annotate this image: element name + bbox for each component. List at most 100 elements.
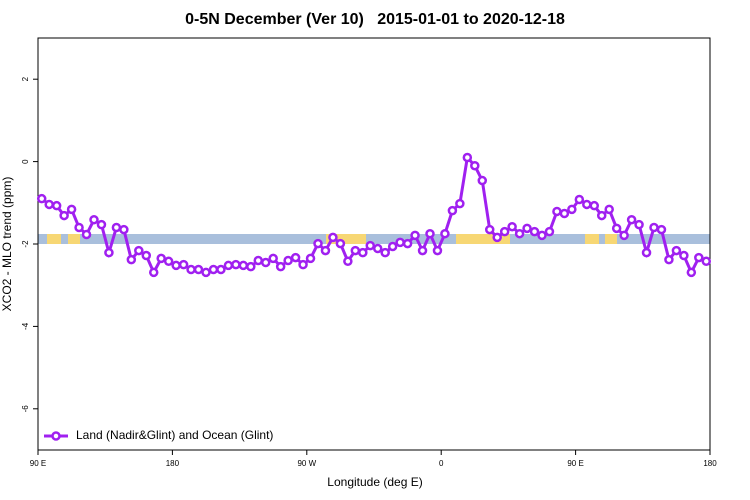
ocean-band <box>38 234 710 244</box>
point <box>484 224 495 235</box>
x-tick-label: 90 W <box>297 459 316 468</box>
y-tick-label: -4 <box>21 322 30 330</box>
point <box>455 198 465 209</box>
point <box>328 232 338 243</box>
point <box>148 267 159 278</box>
point <box>432 245 443 256</box>
point <box>380 247 390 258</box>
point <box>163 256 174 267</box>
land-band <box>456 234 510 244</box>
y-axis-label: XCO2 - MLO trend (ppm) <box>0 177 14 312</box>
x-tick-label: 90 E <box>30 459 46 468</box>
point <box>641 247 652 258</box>
chart-title: 0-5N December (Ver 10) 2015-01-01 to 202… <box>185 11 565 28</box>
land-band <box>605 234 617 244</box>
point <box>596 210 607 221</box>
point <box>253 255 264 266</box>
point <box>156 253 166 264</box>
point <box>350 245 361 256</box>
land-band <box>585 234 599 244</box>
point <box>51 200 62 211</box>
point <box>514 228 525 239</box>
point <box>335 238 346 249</box>
point <box>656 224 667 235</box>
point <box>492 232 502 243</box>
point <box>313 238 323 249</box>
point <box>507 221 517 232</box>
point <box>552 206 562 217</box>
point <box>320 245 331 256</box>
point <box>410 230 420 241</box>
point <box>425 228 435 239</box>
point <box>537 230 547 241</box>
point <box>119 224 129 235</box>
point <box>611 223 622 234</box>
point <box>470 160 480 171</box>
point <box>66 204 77 215</box>
point <box>44 199 54 210</box>
point <box>223 260 234 271</box>
point <box>544 226 555 237</box>
point <box>634 219 644 230</box>
land-band <box>47 234 61 244</box>
point <box>298 259 308 270</box>
point <box>679 250 689 261</box>
point <box>387 241 398 252</box>
point <box>604 204 614 215</box>
point <box>440 228 450 239</box>
point <box>268 253 278 264</box>
land-band <box>68 234 80 244</box>
surface-band <box>38 234 710 244</box>
point <box>74 222 84 233</box>
legend-label: Land (Nadir&Glint) and Ocean (Glint) <box>76 428 273 442</box>
point <box>574 194 585 205</box>
land-band <box>326 234 366 244</box>
point <box>96 219 107 230</box>
y-tick-label: 0 <box>21 159 30 164</box>
point <box>567 204 577 215</box>
point <box>104 247 114 258</box>
x-tick-label: 180 <box>166 459 180 468</box>
y-tick-label: -6 <box>21 405 30 413</box>
point <box>201 267 211 278</box>
point <box>193 264 204 275</box>
point <box>208 264 219 275</box>
point <box>89 214 99 225</box>
point <box>126 254 137 265</box>
point <box>619 230 629 241</box>
point <box>447 205 458 216</box>
point <box>231 259 241 270</box>
point <box>343 256 353 267</box>
point <box>134 245 144 256</box>
point <box>626 214 637 225</box>
point <box>395 237 405 248</box>
point <box>111 222 122 233</box>
point <box>671 245 682 256</box>
point <box>238 260 249 271</box>
point <box>499 226 510 237</box>
x-tick-label: 180 <box>703 459 717 468</box>
point <box>589 200 600 211</box>
point <box>649 222 659 233</box>
legend-marker <box>51 431 61 441</box>
point <box>290 252 301 263</box>
point <box>358 247 368 258</box>
point <box>417 245 428 256</box>
point <box>529 226 540 237</box>
point <box>186 264 196 275</box>
point <box>686 267 697 278</box>
y-tick-label: 2 <box>21 76 30 81</box>
x-tick-label: 0 <box>439 459 444 468</box>
point <box>171 260 181 271</box>
point <box>365 240 376 251</box>
point <box>582 199 592 210</box>
point <box>246 261 256 272</box>
point <box>283 255 293 266</box>
point <box>559 208 570 219</box>
point <box>372 243 383 254</box>
point <box>694 252 704 263</box>
point <box>477 175 488 186</box>
series-line <box>40 154 707 276</box>
point <box>178 259 189 270</box>
